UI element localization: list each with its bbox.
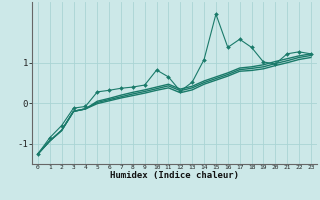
X-axis label: Humidex (Indice chaleur): Humidex (Indice chaleur)	[110, 171, 239, 180]
